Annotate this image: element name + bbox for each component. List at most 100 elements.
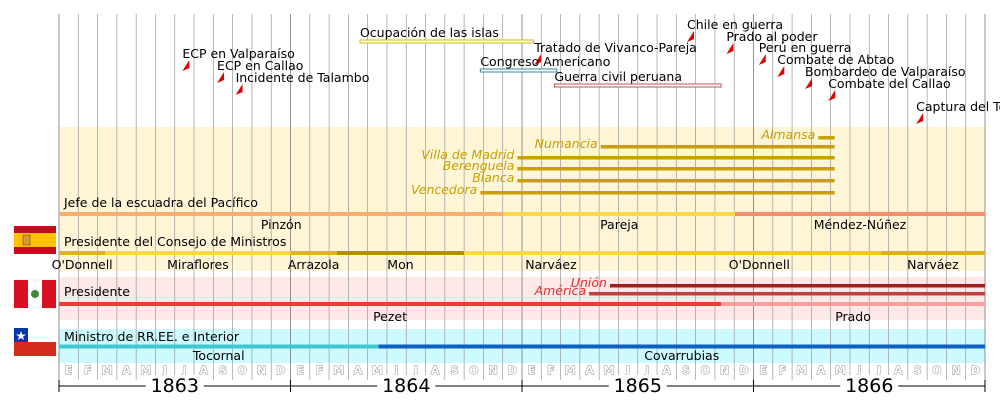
month-tick-label: E: [65, 364, 73, 377]
council-president-bar: [59, 251, 106, 255]
event-marker: [217, 72, 225, 83]
ship-bar: [517, 179, 835, 183]
month-tick-label: A: [199, 364, 208, 377]
month-tick-label: J: [181, 364, 186, 377]
month-tick-label: A: [894, 364, 903, 377]
council-president-name: Narváez: [525, 257, 577, 272]
country-flags: [13, 226, 57, 356]
month-tick-label: D: [739, 364, 748, 377]
month-tick-label: E: [528, 364, 536, 377]
council-president-name: O'Donnell: [52, 257, 113, 272]
council-president-name: Arrazola: [288, 257, 340, 272]
month-tick-label: F: [547, 364, 555, 377]
event-marker: [805, 78, 813, 89]
month-tick-label: J: [162, 364, 167, 377]
month-tick-label: F: [84, 364, 92, 377]
month-tick-label: E: [759, 364, 767, 377]
ship-label: Numancia: [535, 136, 598, 151]
month-tick-label: J: [857, 364, 862, 377]
month-tick-label: D: [508, 364, 517, 377]
year-label-bg: [840, 375, 899, 395]
month-tick-label: J: [876, 364, 881, 377]
ship-label: Berenguela: [443, 158, 515, 173]
event-label: Perú en guerra: [759, 40, 852, 55]
peru-ship-bar: [609, 284, 985, 288]
peru-president-name: Prado: [835, 309, 871, 324]
fleet-commander-bar: [503, 212, 735, 216]
fleet-commander-name: Pareja: [600, 217, 638, 232]
ship-bar: [517, 167, 835, 171]
month-tick-label: J: [413, 364, 418, 377]
period-bar: [359, 39, 535, 44]
month-tick-label: N: [257, 364, 266, 377]
month-tick-label: F: [316, 364, 324, 377]
peru-ship-label: América: [534, 283, 587, 298]
month-tick-label: N: [488, 364, 497, 377]
month-tick-label: D: [971, 364, 980, 377]
fleet-commander-bar: [734, 212, 985, 216]
event-label: Bombardeo de Valparaíso: [805, 64, 966, 79]
year-label: 1864: [382, 375, 430, 397]
chile-row-title: Ministro de RR.EE. e Interior: [64, 329, 240, 344]
event-label: Tratado de Vivanco-Pareja: [533, 40, 697, 55]
month-tick-label: N: [720, 364, 729, 377]
event-marker: [726, 43, 734, 54]
month-tick-label: O: [932, 364, 941, 377]
peru-president-name: Pezet: [373, 309, 407, 324]
month-tick-label: M: [140, 364, 151, 377]
event-label: Combate de Abtao: [777, 52, 894, 67]
chile-minister-name: Covarrubias: [644, 348, 719, 363]
event-marker: [534, 54, 542, 65]
month-tick-label: S: [219, 364, 227, 377]
ship-label: Vencedora: [411, 182, 477, 197]
event-marker: [828, 90, 836, 101]
month-tick-label: A: [817, 364, 826, 377]
spain-flag: [14, 226, 56, 254]
council-row-title: Presidente del Consejo de Ministros: [64, 234, 286, 249]
council-president-name: O'Donnell: [729, 257, 790, 272]
period-label: Guerra civil peruana: [554, 69, 682, 84]
period-label: Congreso Americano: [480, 54, 610, 69]
month-tick-label: S: [451, 364, 459, 377]
peru-row-title: Presidente: [64, 284, 130, 299]
year-label-bg: [145, 375, 204, 395]
council-president-name: Miraflores: [167, 257, 229, 272]
event-label: ECP en Callao: [217, 58, 303, 73]
month-tick-label: A: [662, 364, 671, 377]
event-label: Prado al poder: [726, 29, 818, 44]
event-label: Chile en guerra: [687, 17, 783, 32]
event-marker: [758, 54, 766, 65]
event-label: Captura del Tornado: [916, 99, 1000, 114]
council-president-bar: [637, 251, 881, 255]
month-tick-label: A: [431, 364, 440, 377]
event-marker: [777, 66, 785, 77]
month-tick-label: M: [796, 364, 807, 377]
fleet-commander-name: Pinzón: [261, 217, 302, 232]
month-tick-label: M: [102, 364, 113, 377]
fleet-commander-name: Méndez-Núñez: [814, 217, 907, 232]
month-tick-label: J: [625, 364, 630, 377]
month-tick-label: M: [835, 364, 846, 377]
month-tick-label: M: [603, 364, 614, 377]
period-label: Ocupación de las islas: [360, 25, 499, 40]
month-tick-label: M: [565, 364, 576, 377]
year-label: 1866: [845, 375, 893, 397]
month-tick-label: A: [354, 364, 363, 377]
month-tick-label: O: [469, 364, 478, 377]
chile-minister-bar: [378, 344, 986, 349]
month-tick-label: A: [585, 364, 594, 377]
event-marker: [235, 84, 243, 95]
ship-bar: [600, 145, 835, 149]
council-president-bar: [290, 251, 337, 255]
council-president-bar: [880, 251, 985, 255]
month-tick-label: J: [644, 364, 649, 377]
month-tick-label: J: [394, 364, 399, 377]
year-label: 1865: [614, 375, 662, 397]
fleet-row-title: Jefe de la escuadra del Pacífico: [63, 195, 258, 210]
ship-bar: [517, 156, 835, 160]
peru-president-bar: [59, 302, 722, 306]
ship-label: Almansa: [760, 127, 815, 142]
ship-bar: [480, 191, 835, 195]
